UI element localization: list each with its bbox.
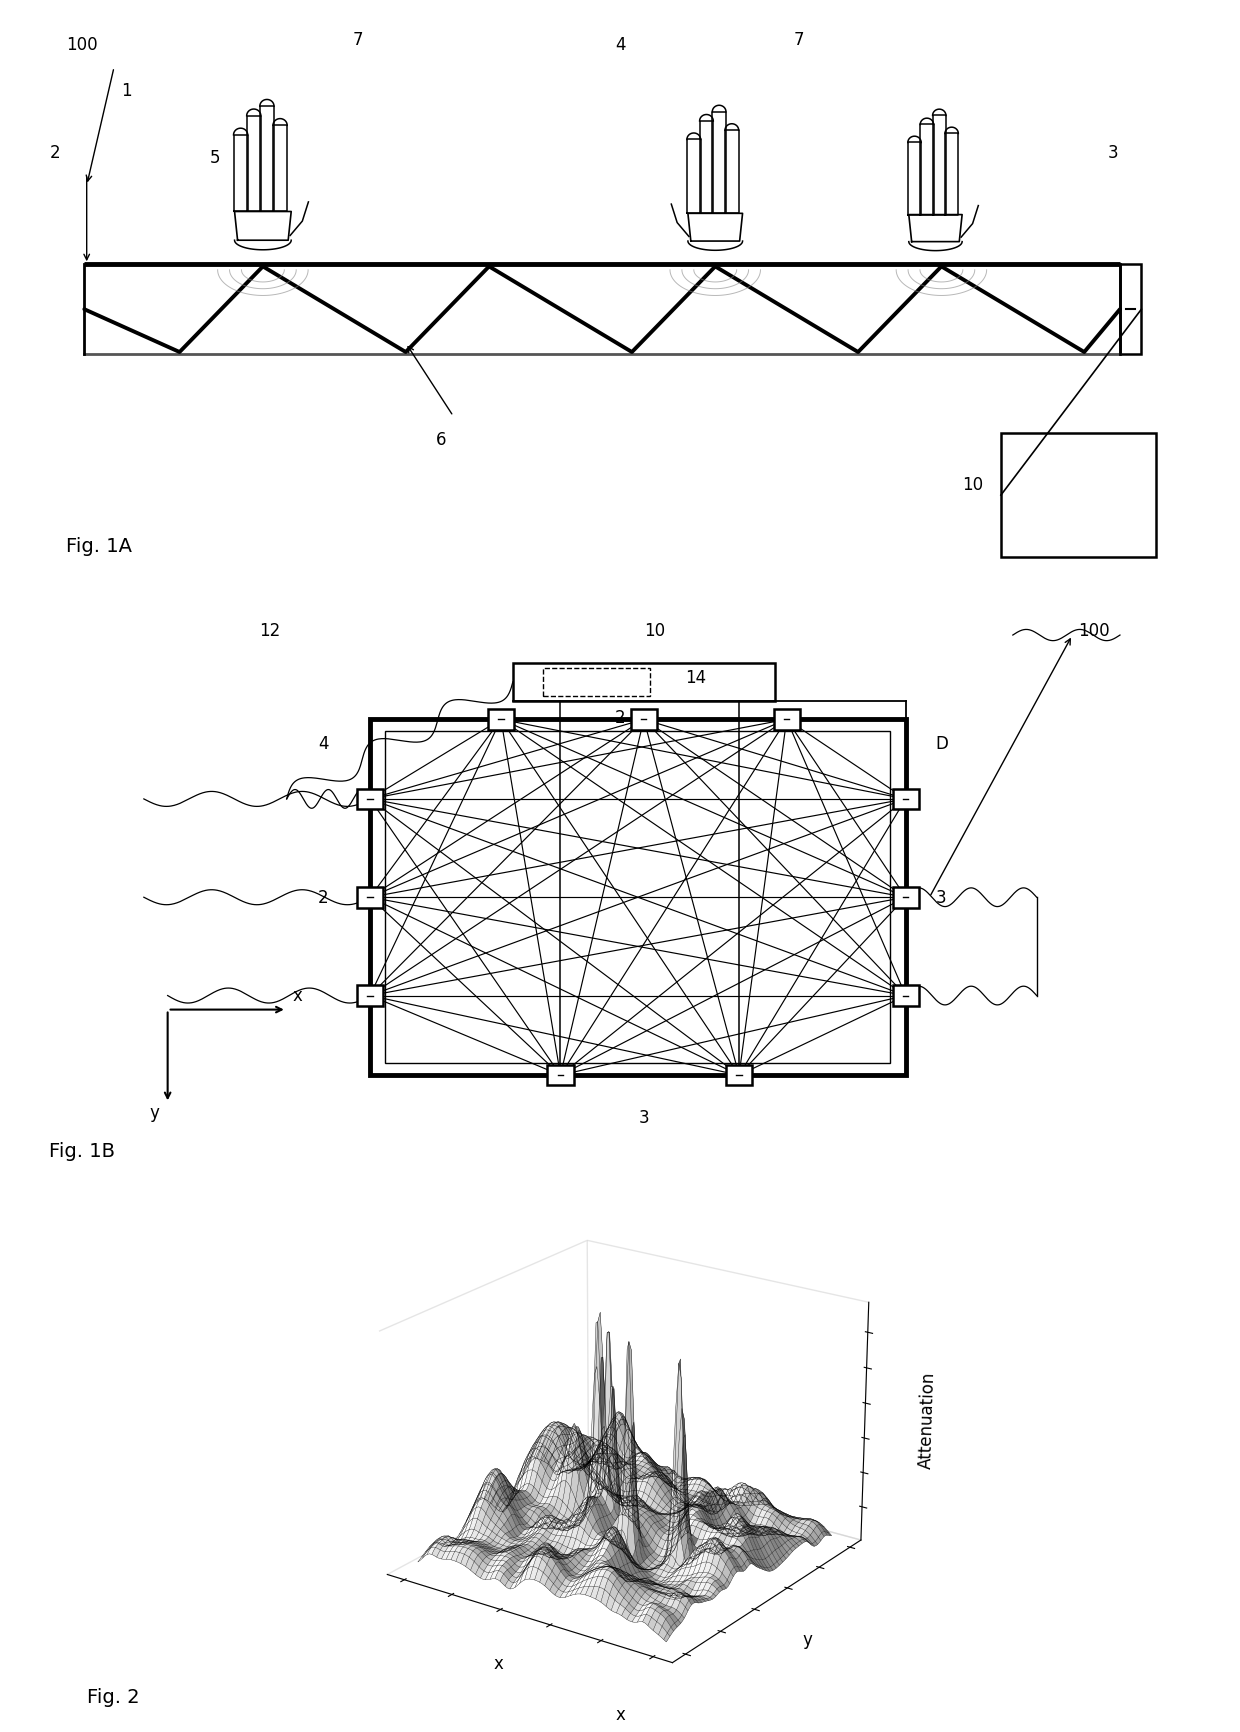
- Bar: [725, 1065, 753, 1086]
- Bar: [370, 721, 905, 1076]
- Polygon shape: [234, 213, 291, 241]
- X-axis label: x: x: [494, 1654, 503, 1671]
- Polygon shape: [920, 125, 934, 215]
- Polygon shape: [273, 126, 288, 213]
- Bar: [513, 663, 775, 701]
- Bar: [543, 669, 650, 696]
- Text: 14: 14: [686, 669, 707, 688]
- Polygon shape: [725, 132, 739, 215]
- Polygon shape: [233, 135, 248, 213]
- Text: 2: 2: [317, 889, 329, 906]
- Text: 7: 7: [794, 31, 804, 48]
- Polygon shape: [712, 113, 725, 215]
- Text: y: y: [150, 1103, 160, 1122]
- Text: 10: 10: [644, 622, 665, 641]
- Polygon shape: [932, 116, 946, 215]
- Text: 6: 6: [436, 431, 446, 449]
- Bar: [487, 710, 515, 731]
- Polygon shape: [260, 107, 274, 213]
- Bar: [357, 790, 383, 811]
- Text: Fig. 2: Fig. 2: [87, 1687, 139, 1706]
- Bar: [1001, 433, 1156, 558]
- Text: Fig. 1A: Fig. 1A: [67, 537, 133, 556]
- Text: 3: 3: [639, 1108, 649, 1126]
- Text: 2: 2: [50, 144, 61, 161]
- Text: Fig. 1B: Fig. 1B: [48, 1141, 114, 1160]
- Bar: [1120, 265, 1141, 355]
- Text: 3: 3: [1109, 144, 1118, 161]
- Text: 100: 100: [67, 36, 98, 54]
- Text: D: D: [935, 734, 949, 752]
- Bar: [893, 986, 919, 1006]
- Bar: [547, 1065, 574, 1086]
- Polygon shape: [699, 121, 713, 215]
- Bar: [357, 986, 383, 1006]
- Polygon shape: [908, 144, 921, 215]
- Bar: [774, 710, 800, 731]
- Text: x: x: [293, 987, 303, 1005]
- Text: 7: 7: [353, 31, 363, 48]
- Polygon shape: [247, 116, 260, 213]
- Polygon shape: [945, 135, 959, 215]
- Polygon shape: [688, 215, 743, 242]
- Polygon shape: [687, 140, 701, 215]
- Text: 5: 5: [210, 149, 219, 166]
- Text: x: x: [615, 1706, 625, 1723]
- Y-axis label: y: y: [802, 1630, 812, 1647]
- Text: 100: 100: [1079, 622, 1110, 641]
- Bar: [893, 887, 919, 908]
- Text: 3: 3: [935, 889, 946, 906]
- Bar: [357, 887, 383, 908]
- Text: 4: 4: [317, 734, 329, 752]
- Polygon shape: [909, 215, 962, 242]
- Text: 1: 1: [120, 81, 131, 99]
- Text: 4: 4: [615, 36, 625, 54]
- Text: 12: 12: [259, 622, 280, 641]
- Text: 10: 10: [962, 476, 983, 494]
- Bar: [631, 710, 657, 731]
- Text: 2: 2: [615, 708, 625, 727]
- Bar: [893, 790, 919, 811]
- Bar: [386, 733, 890, 1063]
